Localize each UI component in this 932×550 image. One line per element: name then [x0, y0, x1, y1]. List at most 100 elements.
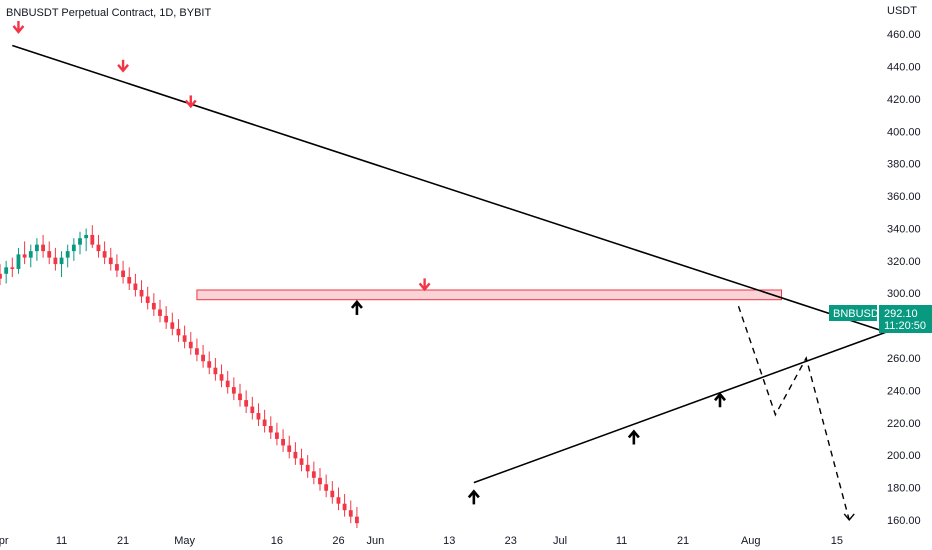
candle-body — [225, 380, 230, 388]
candle-body — [47, 251, 52, 258]
candle — [250, 396, 255, 420]
candle-body — [115, 264, 119, 271]
x-tick-label: 21 — [117, 535, 129, 547]
candle — [195, 338, 199, 362]
candle-body — [35, 244, 39, 252]
candle — [133, 273, 138, 297]
candle — [287, 435, 292, 459]
x-tick-label: 21 — [677, 535, 689, 547]
y-tick-label: 360.00 — [887, 191, 921, 203]
candle — [127, 267, 132, 290]
x-tick-label: Apr — [0, 535, 9, 547]
candle — [324, 474, 329, 498]
candle-body — [65, 251, 70, 258]
y-tick-label: 440.00 — [887, 62, 921, 74]
candle — [164, 306, 169, 329]
candle-body — [158, 309, 162, 316]
candle-body — [139, 290, 144, 297]
candle-body — [59, 257, 64, 265]
y-tick-label: 420.00 — [887, 94, 921, 106]
y-tick-label: 300.00 — [887, 288, 921, 300]
arrow-head — [12, 25, 25, 34]
candle-body — [318, 477, 322, 485]
candle — [28, 244, 33, 268]
candle — [59, 251, 64, 278]
candle-body — [0, 273, 2, 279]
candle-body — [311, 471, 316, 478]
candle — [35, 238, 39, 261]
candle-body — [330, 490, 335, 498]
candle-body — [348, 510, 353, 517]
candle-body — [41, 244, 45, 252]
trendline — [12, 44, 887, 333]
x-tick-label: Aug — [741, 535, 761, 547]
candle — [299, 448, 304, 472]
up-arrow-icon — [467, 489, 480, 505]
candle — [219, 364, 224, 388]
candle — [336, 487, 341, 511]
candle — [355, 506, 359, 528]
price-tag-value: 292.10 — [884, 308, 918, 320]
candle-body — [268, 426, 273, 433]
candle-body — [219, 374, 224, 381]
candle — [90, 225, 95, 248]
candle-body — [336, 497, 341, 504]
candle-body — [231, 387, 236, 394]
y-tick-label: 260.00 — [887, 353, 921, 365]
candle — [305, 455, 310, 478]
x-tick-label: 15 — [831, 535, 843, 547]
x-tick-label: 16 — [271, 535, 283, 547]
candle — [213, 358, 218, 381]
candle-body — [238, 393, 242, 401]
candle-body — [78, 238, 82, 245]
candle — [108, 247, 113, 271]
candle — [201, 345, 205, 368]
candle-body — [108, 257, 113, 265]
candle — [47, 241, 52, 265]
candle-body — [28, 251, 33, 258]
candle-body — [16, 254, 21, 269]
candle — [53, 247, 58, 271]
candle — [293, 442, 298, 465]
candle — [158, 299, 162, 323]
candle-body — [342, 503, 347, 511]
candle-body — [10, 267, 15, 269]
up-arrow-icon — [627, 429, 640, 445]
candle-body — [256, 413, 261, 420]
candle — [65, 244, 70, 268]
projection-arrowhead — [843, 513, 855, 521]
candle-body — [188, 341, 193, 349]
candle-body — [195, 348, 199, 355]
x-tick-label: 26 — [332, 535, 344, 547]
trendline — [473, 331, 887, 484]
candle-body — [324, 484, 329, 491]
candle-body — [299, 458, 304, 465]
candle-body — [182, 335, 187, 342]
candle-body — [250, 406, 255, 414]
candle-body — [133, 283, 138, 290]
y-tick-label: 460.00 — [887, 29, 921, 41]
candle-body — [355, 516, 359, 524]
projection-path — [737, 305, 850, 521]
arrow-head — [467, 489, 480, 499]
y-tick-label: 180.00 — [887, 483, 921, 495]
candle — [0, 264, 2, 286]
down-arrow-icon — [12, 20, 25, 34]
y-tick-label: 340.00 — [887, 223, 921, 235]
candle — [268, 416, 273, 439]
candle — [4, 260, 9, 284]
y-tick-label: 160.00 — [887, 515, 921, 527]
candle-body — [170, 322, 175, 329]
arrow-head — [714, 392, 726, 402]
candle-body — [281, 438, 285, 446]
candle-body — [102, 251, 107, 258]
y-tick-label: 380.00 — [887, 159, 921, 171]
candle — [170, 312, 175, 336]
x-tick-label: Jun — [367, 535, 385, 547]
x-tick-label: May — [174, 535, 195, 547]
candle-body — [121, 270, 125, 278]
arrow-head — [117, 64, 129, 73]
candle — [121, 260, 125, 284]
